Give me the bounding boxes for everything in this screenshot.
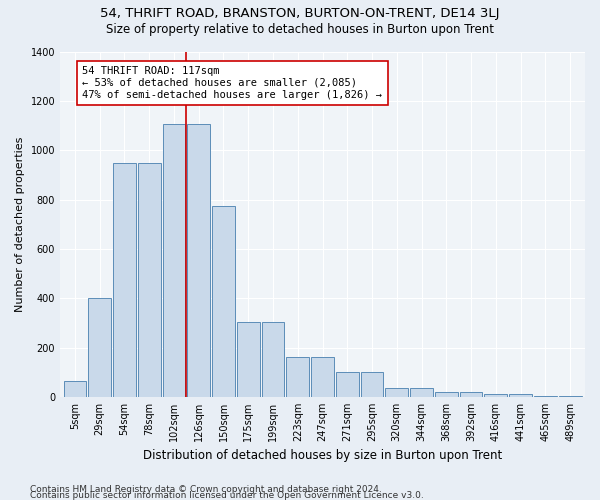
Bar <box>262 322 284 397</box>
Y-axis label: Number of detached properties: Number of detached properties <box>15 136 25 312</box>
Bar <box>460 392 482 397</box>
Bar <box>385 388 408 397</box>
Bar <box>88 298 111 397</box>
Bar <box>509 394 532 397</box>
Bar <box>336 372 359 397</box>
Bar <box>163 124 185 397</box>
Text: Contains public sector information licensed under the Open Government Licence v3: Contains public sector information licen… <box>30 490 424 500</box>
Bar <box>361 372 383 397</box>
Bar <box>64 381 86 397</box>
Bar <box>212 206 235 397</box>
Text: 54 THRIFT ROAD: 117sqm
← 53% of detached houses are smaller (2,085)
47% of semi-: 54 THRIFT ROAD: 117sqm ← 53% of detached… <box>82 66 382 100</box>
Bar <box>311 358 334 397</box>
Text: Size of property relative to detached houses in Burton upon Trent: Size of property relative to detached ho… <box>106 22 494 36</box>
Bar <box>559 396 581 397</box>
Bar <box>113 162 136 397</box>
Text: 54, THRIFT ROAD, BRANSTON, BURTON-ON-TRENT, DE14 3LJ: 54, THRIFT ROAD, BRANSTON, BURTON-ON-TRE… <box>100 8 500 20</box>
Bar <box>484 394 507 397</box>
Bar <box>534 396 557 397</box>
Bar <box>410 388 433 397</box>
Bar <box>187 124 210 397</box>
X-axis label: Distribution of detached houses by size in Burton upon Trent: Distribution of detached houses by size … <box>143 450 502 462</box>
Bar <box>435 392 458 397</box>
Bar <box>237 322 260 397</box>
Bar <box>286 358 309 397</box>
Bar <box>138 162 161 397</box>
Text: Contains HM Land Registry data © Crown copyright and database right 2024.: Contains HM Land Registry data © Crown c… <box>30 484 382 494</box>
